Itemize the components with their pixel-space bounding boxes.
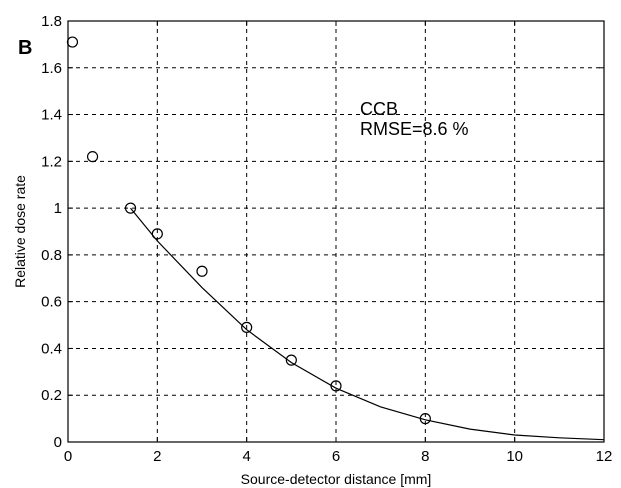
tick-labels: 0 2 4 6 8 10 12 0 0.2 0.4 0.6 0.8 1 1.2 1.4 1.6 1.8 — [41, 13, 612, 465]
x-tick-label: 12 — [596, 448, 613, 465]
data-series — [66, 36, 605, 441]
data-point — [196, 265, 208, 277]
fit-curve — [130, 207, 605, 441]
y-tick-label: 1 — [54, 200, 62, 217]
grid-lines — [68, 21, 604, 442]
x-tick-label: 6 — [332, 448, 340, 465]
y-tick-label: 0.4 — [41, 340, 62, 357]
y-tick-label: 1.6 — [41, 60, 62, 77]
x-tick-label: 4 — [242, 448, 250, 465]
y-tick-label: 0.2 — [41, 387, 62, 404]
y-axis-label: Relative dose rate — [12, 175, 28, 288]
x-axis-label: Source-detector distance [mm] — [241, 471, 432, 487]
data-point — [86, 151, 99, 163]
axis-ticks — [67, 20, 605, 443]
data-point — [151, 228, 163, 240]
annotation-rmse: RMSE=8.6 % — [360, 119, 469, 139]
y-tick-label: 0.8 — [41, 247, 62, 264]
x-tick-label: 8 — [421, 448, 429, 465]
panel-label: B — [18, 37, 32, 59]
data-point — [66, 36, 79, 48]
data-point — [124, 202, 137, 214]
data-point — [285, 354, 297, 366]
annotation-model-name: CCB — [360, 99, 398, 119]
y-tick-label: 1.4 — [41, 107, 62, 124]
x-tick-label: 0 — [64, 448, 72, 465]
x-tick-label: 2 — [153, 448, 161, 465]
y-tick-label: 0.6 — [41, 294, 62, 311]
data-point — [241, 321, 253, 333]
y-tick-label: 1.2 — [41, 153, 62, 170]
x-tick-label: 10 — [506, 448, 523, 465]
y-tick-label: 0 — [54, 434, 62, 451]
y-tick-label: 1.8 — [41, 13, 62, 30]
